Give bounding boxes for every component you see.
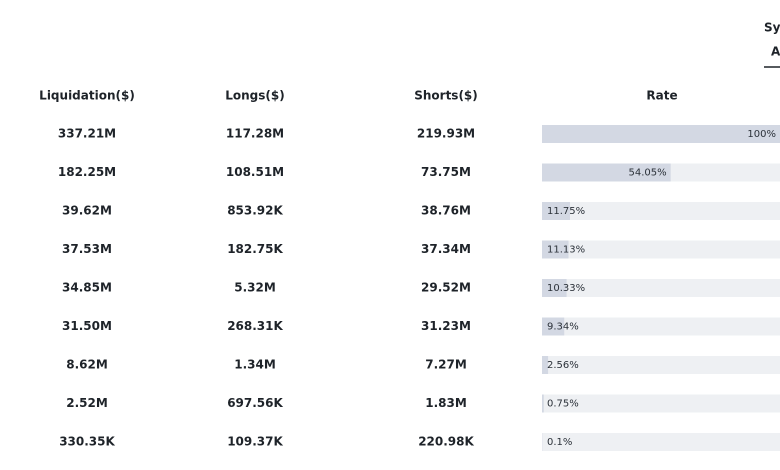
rate-track <box>542 356 780 374</box>
cell-liquidation: 2.52M <box>66 396 108 410</box>
rate-track <box>542 202 780 220</box>
tab-label[interactable]: Sy <box>764 21 780 35</box>
cell-shorts: 73.75M <box>421 165 471 179</box>
column-header: Liquidation($) <box>39 89 135 103</box>
cell-shorts: 7.27M <box>425 358 467 372</box>
cell-longs: 1.34M <box>234 358 276 372</box>
rate-label: 9.34% <box>547 322 579 333</box>
rate-label: 0.75% <box>547 399 579 410</box>
rate-label: 11.13% <box>547 245 585 256</box>
cell-liquidation: 39.62M <box>62 204 112 218</box>
rate-label: 10.33% <box>547 283 585 294</box>
rate-track <box>542 433 780 451</box>
rate-bar <box>542 356 549 374</box>
cell-shorts: 38.76M <box>421 204 471 218</box>
cell-shorts: 219.93M <box>417 127 475 141</box>
rate-track <box>542 394 780 413</box>
cell-liquidation: 330.35K <box>59 435 115 449</box>
rate-label: 0.1% <box>547 437 572 448</box>
cell-liquidation: 37.53M <box>62 242 112 256</box>
cell-liquidation: 34.85M <box>62 281 112 295</box>
rate-bar <box>542 163 671 182</box>
cell-longs: 5.32M <box>234 281 276 295</box>
cell-shorts: 29.52M <box>421 281 471 295</box>
cell-longs: 117.28M <box>226 127 284 141</box>
cell-longs: 268.31K <box>227 319 283 333</box>
cell-longs: 108.51M <box>226 165 284 179</box>
rate-bar <box>542 202 570 220</box>
rate-label: 11.75% <box>547 206 585 217</box>
rate-label: 100% <box>747 129 776 140</box>
rate-bar <box>542 240 569 259</box>
cell-liquidation: 337.21M <box>58 127 116 141</box>
rate-label: 54.05% <box>628 168 666 179</box>
cell-shorts: 31.23M <box>421 319 471 333</box>
rate-track <box>542 279 780 297</box>
cell-longs: 182.75K <box>227 242 283 256</box>
rate-track <box>542 240 780 259</box>
column-header: Rate <box>646 89 677 103</box>
cell-shorts: 1.83M <box>425 396 467 410</box>
rate-bar <box>542 279 567 297</box>
cell-longs: 109.37K <box>227 435 283 449</box>
cell-shorts: 220.98K <box>418 435 474 449</box>
cell-liquidation: 182.25M <box>58 165 116 179</box>
cell-longs: 853.92K <box>227 204 283 218</box>
column-header: Longs($) <box>225 89 284 103</box>
column-header: Shorts($) <box>414 89 478 103</box>
cell-shorts: 37.34M <box>421 242 471 256</box>
rate-track <box>542 317 780 336</box>
cell-liquidation: 8.62M <box>66 358 108 372</box>
rate-bar <box>542 394 544 413</box>
cell-liquidation: 31.50M <box>62 319 112 333</box>
rate-bar <box>542 317 565 336</box>
cell-longs: 697.56K <box>227 396 283 410</box>
rate-label: 2.56% <box>547 360 579 371</box>
rate-bar <box>542 125 780 143</box>
tab-active[interactable]: A <box>771 45 780 59</box>
